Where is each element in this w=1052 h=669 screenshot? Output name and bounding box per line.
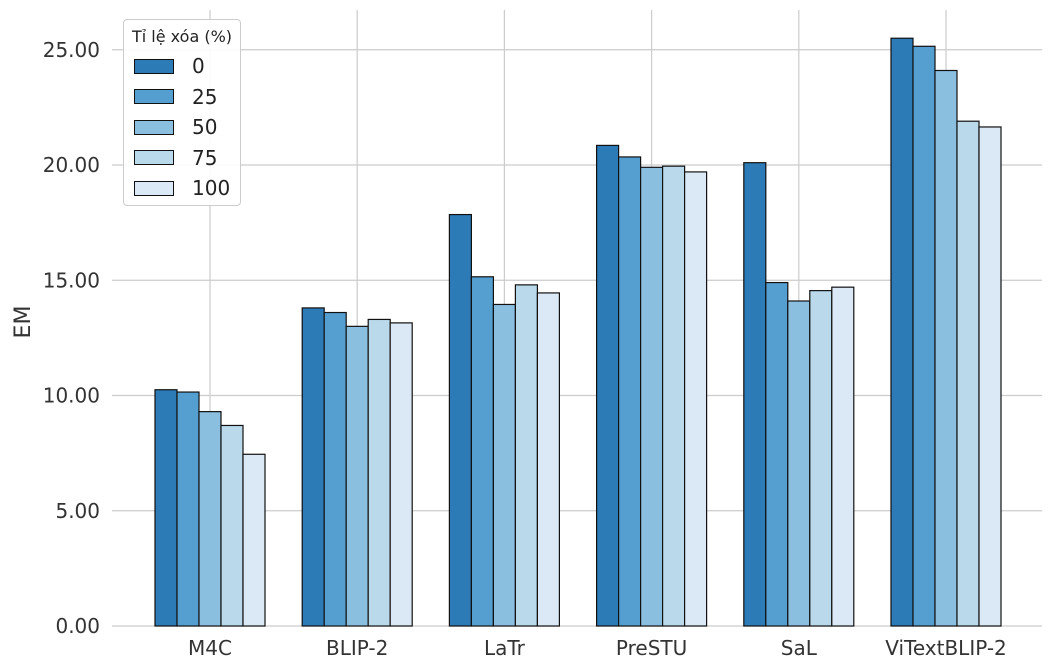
bar-m4c-75 bbox=[220, 424, 244, 627]
bar-m4c-100 bbox=[242, 453, 266, 627]
legend-swatch bbox=[134, 58, 174, 74]
legend-label: 25 bbox=[192, 84, 218, 109]
bar-sal-25 bbox=[765, 281, 789, 627]
y-tick-label: 10.00 bbox=[43, 384, 100, 408]
bar-prestu-0 bbox=[595, 144, 620, 627]
legend-item: 75 bbox=[134, 146, 217, 170]
bars bbox=[154, 37, 1002, 627]
legend-label: 100 bbox=[192, 176, 231, 200]
bar-blip-2-100 bbox=[389, 322, 413, 627]
x-tick-label: LaTr bbox=[484, 636, 526, 660]
bar-sal-100 bbox=[831, 286, 855, 627]
bar-vitextblip-2-0 bbox=[890, 37, 914, 627]
bar-latr-100 bbox=[536, 292, 561, 627]
bar-blip-2-75 bbox=[367, 318, 391, 627]
x-tick-label: M4C bbox=[188, 636, 232, 660]
bar-vitextblip-2-50 bbox=[934, 69, 958, 627]
bar-m4c-50 bbox=[198, 411, 222, 627]
y-tick-label: 15.00 bbox=[43, 268, 100, 292]
y-tick-label: 20.00 bbox=[43, 153, 100, 177]
legend: Tỉ lệ xóa (%) 0 25 50 75 100 bbox=[123, 19, 241, 206]
bar-latr-50 bbox=[492, 303, 516, 627]
bar-blip-2-25 bbox=[323, 311, 347, 627]
bar-latr-0 bbox=[448, 213, 472, 627]
bar-prestu-50 bbox=[639, 166, 664, 627]
x-tick-label: PreSTU bbox=[616, 636, 687, 660]
legend-swatch bbox=[134, 180, 174, 196]
legend-swatch bbox=[134, 89, 174, 104]
bar-sal-50 bbox=[787, 300, 811, 627]
y-tick-label: 0.00 bbox=[55, 614, 100, 638]
legend-label: 50 bbox=[192, 115, 218, 139]
legend-item: 25 bbox=[134, 85, 217, 109]
bar-sal-75 bbox=[809, 290, 833, 627]
legend-item: 50 bbox=[134, 115, 217, 139]
bar-vitextblip-2-25 bbox=[912, 45, 936, 627]
bar-prestu-25 bbox=[617, 156, 642, 627]
legend-title: Tỉ lệ xóa (%) bbox=[132, 27, 233, 46]
legend-item: 100 bbox=[134, 176, 230, 200]
bar-m4c-0 bbox=[154, 389, 178, 627]
y-tick-label: 5.00 bbox=[55, 499, 100, 523]
bar-latr-75 bbox=[514, 284, 539, 627]
legend-label: 75 bbox=[192, 145, 218, 170]
y-tick-label: 25.00 bbox=[43, 38, 100, 62]
legend-swatch bbox=[134, 150, 174, 165]
legend-swatch bbox=[134, 119, 174, 135]
bar-vitextblip-2-75 bbox=[956, 120, 980, 627]
y-axis-label: EM bbox=[11, 306, 36, 339]
bar-blip-2-50 bbox=[345, 325, 369, 627]
bar-prestu-100 bbox=[683, 171, 708, 627]
bar-vitextblip-2-100 bbox=[978, 126, 1002, 627]
bar-latr-25 bbox=[470, 276, 494, 627]
x-tick-label: BLIP-2 bbox=[326, 636, 388, 660]
bar-blip-2-0 bbox=[301, 307, 325, 627]
x-tick-label: ViTextBLIP-2 bbox=[885, 636, 1007, 660]
bar-prestu-75 bbox=[661, 165, 686, 627]
bar-m4c-25 bbox=[176, 391, 200, 627]
axis-ticks: 0.00 5.00 10.00 15.00 20.00 25.00 M4C BLIP-2 LaT… bbox=[43, 38, 1007, 660]
x-tick-label: SaL bbox=[781, 636, 818, 660]
legend-label: 0 bbox=[192, 54, 205, 78]
legend-item: 0 bbox=[134, 54, 205, 78]
bar-sal-0 bbox=[743, 162, 767, 627]
